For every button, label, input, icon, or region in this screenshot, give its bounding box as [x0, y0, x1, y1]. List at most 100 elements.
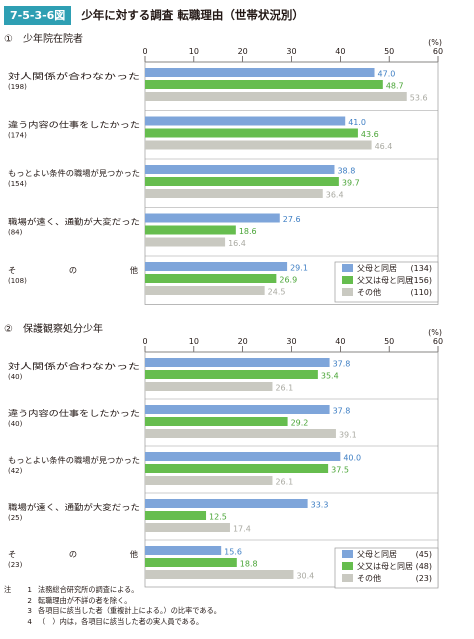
bar — [145, 177, 339, 186]
x-tick-label: 30 — [286, 337, 296, 346]
x-tick-label: 50 — [384, 47, 394, 56]
bar-value-label: 36.4 — [326, 191, 344, 200]
x-tick-label: 0 — [142, 337, 147, 346]
category-count: (23) — [8, 561, 23, 569]
bar-value-label: 24.5 — [268, 288, 286, 297]
x-tick-label: 50 — [384, 337, 394, 346]
footnote-row: 3 各項目に該当した者（重複計上による。）の比率である。 — [4, 606, 221, 617]
chart1-title: ① 少年院在院者 — [4, 34, 83, 45]
footnote-number: 1 — [27, 585, 32, 594]
footnote-row: 4 （ ）内は，各項目に該当した者の実人員である。 — [4, 617, 221, 628]
legend-label: その他 — [357, 573, 381, 583]
bar-value-label: 16.4 — [228, 239, 246, 248]
legend-count: (134) — [410, 264, 432, 273]
category-label: 対人関係が合わなかった — [8, 361, 140, 371]
legend-swatch — [342, 550, 353, 558]
category-label: 職場が遠く、通勤が大変だった — [8, 217, 140, 227]
bar — [145, 476, 273, 485]
bar — [145, 237, 226, 247]
category-count: (40) — [8, 420, 23, 428]
bar — [145, 370, 318, 379]
bar-value-label: 43.6 — [361, 130, 379, 139]
footnote-row: 2 転職理由が不詳の者を除く。 — [4, 596, 221, 607]
x-tick-label: 60 — [433, 47, 443, 56]
bar — [145, 140, 372, 150]
bar-value-label: 18.8 — [240, 560, 258, 569]
category-label: もっとよい条件の職場が見つかった — [8, 455, 140, 465]
bar-value-label: 39.7 — [342, 179, 360, 188]
bar — [145, 80, 383, 89]
bar — [145, 225, 236, 235]
bar — [145, 511, 207, 520]
bar-value-label: 38.8 — [337, 167, 355, 176]
bar-value-label: 15.6 — [224, 548, 242, 557]
bar — [145, 286, 265, 295]
legend-swatch — [342, 288, 353, 296]
legend-label: その他 — [357, 287, 381, 297]
bar-value-label: 53.6 — [410, 94, 428, 103]
legend-swatch — [342, 562, 353, 570]
category-count: (42) — [8, 467, 23, 475]
bar-value-label: 29.1 — [290, 264, 308, 273]
bar-value-label: 18.6 — [239, 227, 257, 236]
category-label: もっとよい条件の職場が見つかった — [8, 168, 140, 178]
footnote-number: 3 — [27, 606, 32, 615]
legend-label: 父又は母と同居 — [357, 562, 413, 571]
bar — [145, 499, 308, 508]
bar — [145, 405, 330, 414]
legend-label: 父又は母と同居 — [357, 276, 413, 285]
x-tick-label: 40 — [335, 337, 345, 346]
category-label: 職場が遠く、通勤が大変だった — [8, 502, 140, 512]
x-tick-label: 20 — [238, 47, 248, 56]
category-label: 違う内容の仕事をしたかった — [8, 120, 140, 130]
chart-probation-juveniles: (%) 0 10 20 30 40 50 60 対人関係が合わなかった (40) 37.8 35.4 2… — [8, 328, 443, 589]
chart-juvenile-training-school: (%) 0 10 20 30 40 50 60 対人関係が合わなかった (198) 47.0 48.7… — [8, 38, 443, 305]
chart2-title: ② 保護観察処分少年 — [4, 324, 103, 335]
axis-unit-label: (%) — [428, 328, 442, 337]
bar-value-label: 47.0 — [378, 70, 396, 79]
category-count: (174) — [8, 132, 27, 140]
category-count: (40) — [8, 373, 23, 381]
footnote-number: 4 — [27, 616, 32, 626]
figure-title: 少年に対する調査 転職理由（世帯状況別） — [81, 8, 304, 22]
bar — [145, 558, 237, 567]
bar-value-label: 35.4 — [321, 372, 339, 381]
bar — [145, 417, 288, 426]
bar-value-label: 33.3 — [311, 501, 329, 510]
x-tick-label: 40 — [335, 47, 345, 56]
category-count: (108) — [8, 277, 27, 285]
category-count: (198) — [8, 83, 27, 91]
footnotes: 注 1 法務総合研究所の調査による。 2 転職理由が不詳の者を除く。 3 各項目… — [4, 585, 221, 627]
legend-swatch — [342, 574, 353, 582]
category-label: その他 — [8, 265, 138, 275]
legend-swatch — [342, 264, 353, 272]
bar-value-label: 37.5 — [331, 466, 349, 475]
legend-count: (156) — [410, 276, 432, 285]
legend-label: 父母と同居 — [357, 264, 397, 273]
bar-value-label: 48.7 — [386, 82, 404, 91]
legend-count: (110) — [410, 288, 432, 297]
bar — [145, 452, 341, 461]
bar — [145, 429, 336, 438]
category-count: (154) — [8, 180, 27, 188]
bar-value-label: 29.2 — [291, 419, 309, 428]
bar — [145, 116, 346, 126]
x-tick-label: 60 — [433, 337, 443, 346]
category-count: (84) — [8, 229, 23, 237]
category-label: その他 — [8, 549, 138, 559]
bar — [145, 546, 222, 555]
bar-value-label: 40.0 — [343, 454, 361, 463]
bar-value-label: 26.1 — [275, 478, 293, 487]
category-count: (25) — [8, 514, 23, 522]
category-label: 対人関係が合わなかった — [8, 71, 140, 81]
bar — [145, 262, 288, 271]
bar-value-label: 27.6 — [283, 215, 301, 224]
footnote-prefix: 注 — [4, 585, 12, 594]
bar-value-label: 26.9 — [279, 276, 297, 285]
x-tick-label: 30 — [286, 47, 296, 56]
bar — [145, 523, 230, 532]
bar — [145, 570, 294, 579]
bar-value-label: 46.4 — [375, 142, 393, 151]
category-label: 違う内容の仕事をしたかった — [8, 408, 140, 418]
bar — [145, 68, 375, 77]
